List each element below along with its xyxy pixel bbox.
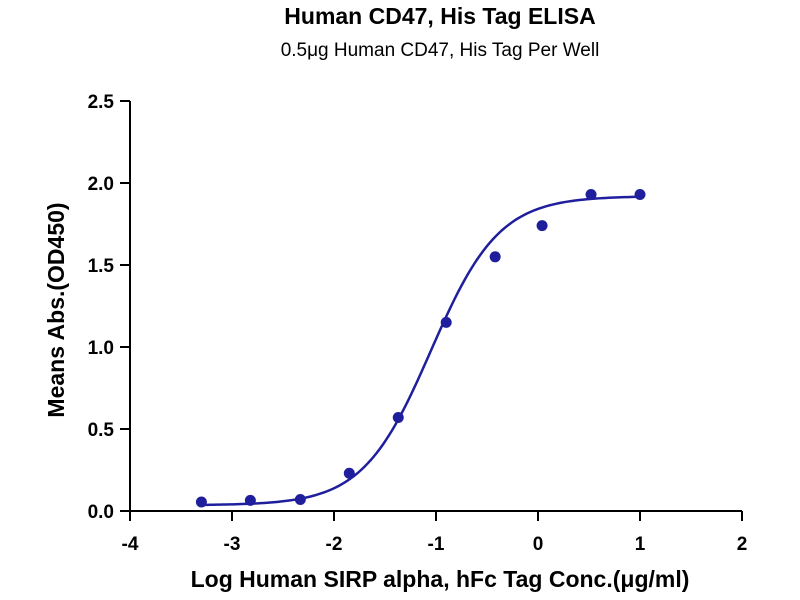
x-tick-label: 2 [737,534,748,555]
x-ticks: -4 -3 -2 -1 0 1 2 [122,511,748,555]
x-tick-label: 1 [635,534,646,555]
y-tick-label: 1.0 [88,338,114,359]
data-points [195,188,646,508]
chart-subtitle: 0.5μg Human CD47, His Tag Per Well [281,40,600,61]
axes [129,101,742,512]
data-point [440,316,452,328]
y-tick-label: 2.5 [88,92,115,113]
y-tick-label: 0.0 [88,502,114,523]
fit-curve [201,195,641,507]
chart-title: Human CD47, His Tag ELISA [284,3,595,29]
y-axis-label: Means Abs.(OD450) [43,202,69,417]
y-ticks: 0.0 0.5 1.0 1.5 2.0 2.5 [88,92,130,523]
data-point [244,494,256,506]
x-tick-label: -4 [122,534,139,555]
x-tick-label: -1 [428,534,445,555]
y-tick-label: 1.5 [88,256,115,277]
data-point [585,188,597,200]
data-point [294,494,306,506]
x-tick-label: -2 [326,534,343,555]
x-axis-label: Log Human SIRP alpha, hFc Tag Conc.(μg/m… [191,566,690,592]
data-point [195,496,207,508]
x-tick-label: 0 [533,534,544,555]
x-tick-label: -3 [224,534,241,555]
data-point [392,412,404,424]
data-point [489,251,501,263]
data-point [536,220,548,232]
y-tick-label: 0.5 [88,420,115,441]
data-point [343,467,355,479]
data-point [634,188,646,200]
y-tick-label: 2.0 [88,174,114,195]
